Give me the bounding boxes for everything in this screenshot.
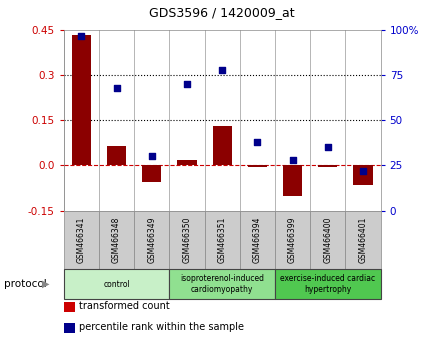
Text: GSM466350: GSM466350 [183, 217, 191, 263]
Text: exercise-induced cardiac
hypertrophy: exercise-induced cardiac hypertrophy [280, 274, 375, 294]
Text: ▶: ▶ [42, 279, 50, 289]
Text: control: control [103, 280, 130, 289]
Point [113, 85, 120, 91]
Bar [318, 166, 337, 167]
Text: GSM466400: GSM466400 [323, 217, 332, 263]
Text: GSM466341: GSM466341 [77, 217, 86, 263]
Text: isoproterenol-induced
cardiomyopathy: isoproterenol-induced cardiomyopathy [180, 274, 264, 294]
Bar [107, 146, 126, 166]
Point [289, 157, 296, 163]
Text: protocol: protocol [4, 279, 47, 289]
Point [219, 67, 226, 73]
Bar [72, 35, 91, 166]
Bar [353, 166, 373, 185]
Text: GSM466351: GSM466351 [218, 217, 227, 263]
Point [148, 154, 155, 159]
Point [78, 33, 85, 38]
Text: transformed count: transformed count [79, 301, 170, 311]
Text: GSM466348: GSM466348 [112, 217, 121, 263]
Text: GSM466401: GSM466401 [359, 217, 367, 263]
Point [183, 81, 191, 87]
Text: GSM466349: GSM466349 [147, 217, 156, 263]
Point [324, 144, 331, 150]
Text: GSM466399: GSM466399 [288, 217, 297, 263]
Bar [177, 160, 197, 166]
Point [359, 168, 367, 174]
Bar [142, 166, 161, 182]
Bar [283, 166, 302, 195]
Bar [248, 166, 267, 167]
Text: percentile rank within the sample: percentile rank within the sample [79, 322, 244, 332]
Text: GDS3596 / 1420009_at: GDS3596 / 1420009_at [150, 6, 295, 19]
Point [254, 139, 261, 145]
Text: GSM466394: GSM466394 [253, 217, 262, 263]
Bar [213, 126, 232, 166]
